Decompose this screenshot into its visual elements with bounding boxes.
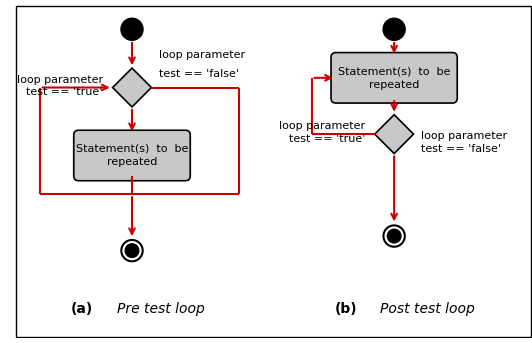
Polygon shape — [375, 115, 413, 154]
Text: Pre test loop: Pre test loop — [118, 302, 205, 316]
Circle shape — [384, 19, 405, 40]
Circle shape — [121, 240, 143, 261]
Circle shape — [387, 229, 401, 243]
Polygon shape — [113, 68, 152, 107]
Text: test == 'true': test == 'true' — [27, 87, 103, 97]
FancyBboxPatch shape — [74, 130, 190, 181]
Circle shape — [384, 225, 405, 247]
Circle shape — [121, 19, 143, 40]
Text: repeated: repeated — [369, 80, 419, 90]
Text: (a): (a) — [70, 302, 93, 316]
Text: loop parameter: loop parameter — [159, 50, 245, 60]
FancyBboxPatch shape — [331, 52, 457, 103]
Text: loop parameter: loop parameter — [421, 131, 508, 141]
Text: test == 'true': test == 'true' — [289, 134, 365, 144]
Text: (b): (b) — [334, 302, 357, 316]
Text: Statement(s)  to  be: Statement(s) to be — [338, 66, 450, 76]
Text: Statement(s)  to  be: Statement(s) to be — [76, 144, 188, 154]
Text: repeated: repeated — [107, 157, 157, 167]
Text: test == 'false': test == 'false' — [159, 69, 239, 79]
Text: test == 'false': test == 'false' — [421, 144, 501, 154]
Text: Post test loop: Post test loop — [379, 302, 475, 316]
Text: loop parameter: loop parameter — [16, 75, 103, 85]
Circle shape — [125, 244, 139, 258]
Text: loop parameter: loop parameter — [279, 121, 365, 131]
